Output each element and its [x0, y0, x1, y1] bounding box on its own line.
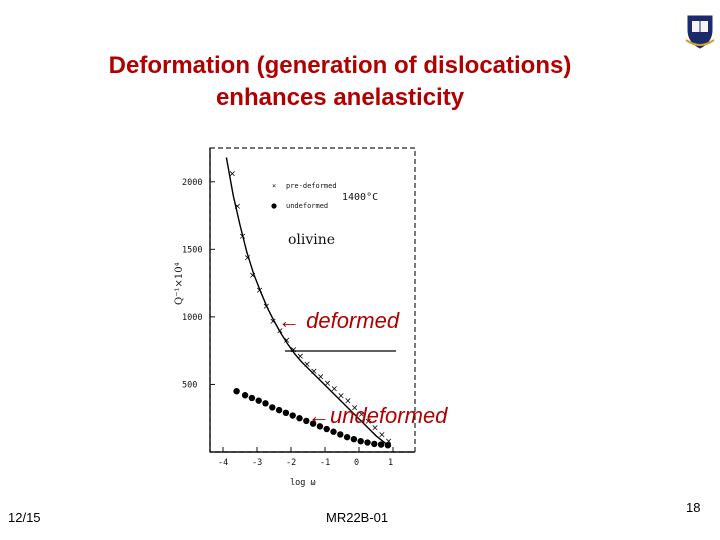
pre-deformed-point: × [229, 170, 237, 180]
university-shield-logo-icon [685, 15, 715, 49]
pre-deformed-point: × [263, 302, 271, 312]
fit-curve [225, 157, 391, 448]
undeformed-point [357, 437, 364, 445]
undeformed-point [303, 417, 310, 425]
y-tick-label: 2000 [182, 178, 202, 188]
x-tick-label: 1 [388, 458, 393, 468]
pre-deformed-point: × [358, 410, 366, 420]
annotation-undeformed: ←undeformed [308, 403, 448, 428]
legend-label-pre-deformed: pre-deformed [286, 182, 337, 190]
undeformed-point [289, 412, 296, 419]
legend-marker-x: × [272, 182, 276, 190]
undeformed-point [316, 423, 324, 430]
pre-deformed-point: × [344, 397, 352, 407]
chart-legend: × pre-deformed undeformed 1400°C [271, 182, 378, 210]
pre-deformed-point: × [310, 367, 318, 377]
x-tick-label: 0 [354, 458, 359, 468]
pre-deformed-point: × [249, 271, 257, 281]
slide-title: Deformation (generation of dislocations)… [60, 50, 620, 114]
pre-deformed-point: × [337, 391, 345, 401]
title-line-1: Deformation (generation of dislocations) [108, 52, 572, 79]
pre-deformed-point: × [331, 384, 339, 394]
undeformed-point [275, 406, 283, 414]
pre-deformed-point: × [324, 379, 332, 389]
undeformed-point [255, 397, 262, 404]
undeformed-point [309, 420, 317, 427]
pre-deformed-point: × [234, 202, 242, 212]
undeformed-point [371, 440, 378, 448]
undeformed-point [282, 409, 290, 417]
temperature-label: 1400°C [342, 192, 378, 203]
y-tick-label: 1500 [182, 245, 202, 255]
undeformed-point [377, 441, 385, 448]
undeformed-point [364, 439, 371, 446]
undeformed-point [262, 400, 269, 407]
pre-deformed-point: × [256, 286, 264, 296]
undeformed-point [233, 388, 240, 395]
material-label: olivine [288, 232, 335, 248]
legend-marker-dot [271, 203, 277, 209]
pre-deformed-point: × [365, 417, 373, 427]
undeformed-point [323, 425, 330, 433]
x-axis-label: log ω [290, 478, 316, 488]
chart-axes [209, 147, 416, 453]
pre-deformed-point: × [269, 317, 277, 327]
undeformed-point [337, 431, 344, 438]
undeformed-point [248, 394, 256, 402]
y-tick-label: 500 [182, 380, 197, 390]
pre-deformed-point: × [378, 430, 386, 440]
chart-marks: ××××××××××××××××××××××××× [225, 157, 392, 449]
pre-deformed-point: × [303, 360, 311, 370]
y-tick-label: 1000 [182, 313, 202, 323]
x-tick-label: -3 [252, 458, 262, 468]
undeformed-point [350, 435, 358, 443]
footer-session-code: MR22B-01 [326, 510, 389, 525]
legend-label-undeformed: undeformed [286, 202, 328, 210]
title-line-2: enhances anelasticity [215, 84, 465, 111]
y-axis-label: Q⁻¹×10⁴ [174, 262, 185, 305]
footer-date: 12/15 [8, 510, 41, 525]
undeformed-point [330, 428, 337, 435]
pre-deformed-point: × [371, 424, 379, 434]
pre-deformed-point: × [290, 345, 298, 355]
pre-deformed-point: × [244, 253, 252, 263]
undeformed-point [241, 392, 249, 399]
undeformed-point [296, 415, 303, 422]
annotation-deformed: ← deformed [278, 308, 400, 333]
x-tick-label: -1 [320, 458, 330, 468]
undeformed-point [343, 433, 351, 441]
pre-deformed-point: × [317, 372, 325, 382]
pre-deformed-point: × [351, 403, 359, 413]
x-tick-label: -2 [286, 458, 296, 468]
pre-deformed-point: × [283, 336, 291, 346]
x-tick-label: -4 [218, 458, 228, 468]
pre-deformed-point: × [297, 352, 305, 362]
slide-page-number: 18 [686, 500, 701, 515]
undeformed-point [269, 404, 276, 411]
